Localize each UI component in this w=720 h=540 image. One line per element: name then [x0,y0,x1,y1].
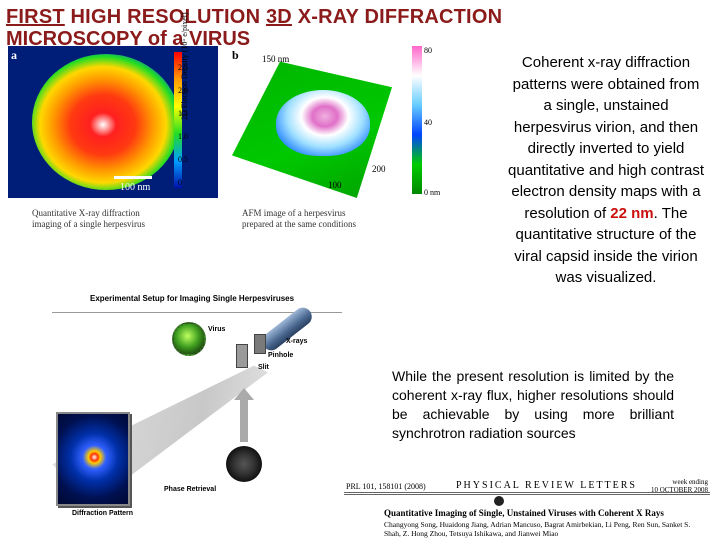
density-colorbar [174,52,182,188]
date-line: 10 OCTOBER 2008 [650,486,708,494]
colorbar-tick: 1.5 [178,109,188,118]
pinhole-label: Pinhole [268,352,294,359]
title-3d: 3D [265,6,292,28]
rule [344,492,710,493]
afm-axis-label: 150 nm [262,54,290,64]
diffraction-pattern-label: Diffraction Pattern [72,510,134,517]
title-mid: HIGH RESOLUTION [64,6,266,28]
resolution-highlight: 22 nm [610,204,654,222]
colorbar-tick: 0 nm [424,188,441,197]
description-body: Coherent x-ray diffraction patterns were… [508,54,704,222]
caption-line: Quantitative X-ray diffraction [32,208,140,218]
description-body-end: . The quantitative structure of the vira… [514,204,698,287]
colorbar-tick: 2.5 [178,63,188,72]
journal-date: week ending 10 OCTOBER 2008 [640,478,708,494]
paper-authors: Changyong Song, Huaidong Jiang, Adrian M… [384,520,691,538]
colorbar-tick: 2.0 [178,86,188,95]
colorbar-tick: 1.0 [178,132,188,141]
scale-bar-label: 100 nm [120,182,151,193]
caption-line: AFM image of a herpesvirus [242,208,346,218]
xrays-label: X-rays [286,338,308,345]
description-text: Coherent x-ray diffraction patterns were… [508,52,704,289]
afm-image: b 150 nm 200 100 [222,46,432,198]
paper-title: Quantitative Imaging of Single, Unstaine… [384,508,664,518]
phase-retrieval-label: Phase Retrieval [164,486,217,493]
afm-virus-dome [276,90,370,156]
caption-line: imaging of a single herpesvirus [32,219,145,229]
journal-name: PHYSICAL REVIEW LETTERS [456,480,637,491]
title-line2-text: MICROSCOPY of a VIRUS [6,30,251,46]
virus-label: Virus [208,326,226,333]
divider [52,312,342,313]
colorbar-tick: 40 [424,118,432,127]
virus-density-map [32,54,180,190]
journal-citation: PRL 101, 158101 (2008) [346,482,426,491]
colorbar-tick: 0 [178,178,182,187]
title-end: X-RAY DIFFRACTION [291,6,503,28]
figure-b-caption: AFM image of a herpesvirus prepared at t… [242,208,356,230]
journal-header: PRL 101, 158101 (2008) PHYSICAL REVIEW L… [344,478,712,538]
slide-title-line2: MICROSCOPY of a VIRUS [6,30,326,46]
afm-axis-label: 100 [328,180,342,190]
colorbar-tick: 80 [424,46,432,55]
journal-logo-icon [494,496,504,506]
panel-label-a: a [11,48,17,62]
slit-label: Slit [258,364,269,371]
caption-line: prepared at the same conditions [242,219,356,229]
afm-axis-label: 200 [372,164,386,174]
colorbar-tick: 0.5 [178,155,188,164]
arrow-up-icon [234,388,254,442]
density-colorbar-ticks: 2.5 2.0 1.5 1.0 0.5 0 [178,56,188,194]
pinhole-icon [254,334,266,354]
electron-density-image: a 100 nm [8,46,218,198]
reconstruction-image [226,446,262,482]
slide-title: FIRST HIGH RESOLUTION 3D X-RAY DIFFRACTI… [6,6,706,34]
scale-bar [114,176,152,179]
height-colorbar [412,46,422,194]
setup-title: Experimental Setup for Imaging Single He… [90,294,295,303]
density-colorbar-label: 2D Electron Density (10⁵ e/pixel) [180,12,189,120]
diffraction-pattern-detector [56,412,130,506]
figure-a-caption: Quantitative X-ray diffraction imaging o… [32,208,145,230]
panel-label-b: b [232,48,239,62]
date-line: week ending [672,478,708,486]
title-first: FIRST [6,6,65,28]
rule [344,494,710,495]
resolution-note: While the present resolution is limited … [392,368,674,441]
virus-icon [172,322,206,356]
slit-icon [236,344,248,368]
